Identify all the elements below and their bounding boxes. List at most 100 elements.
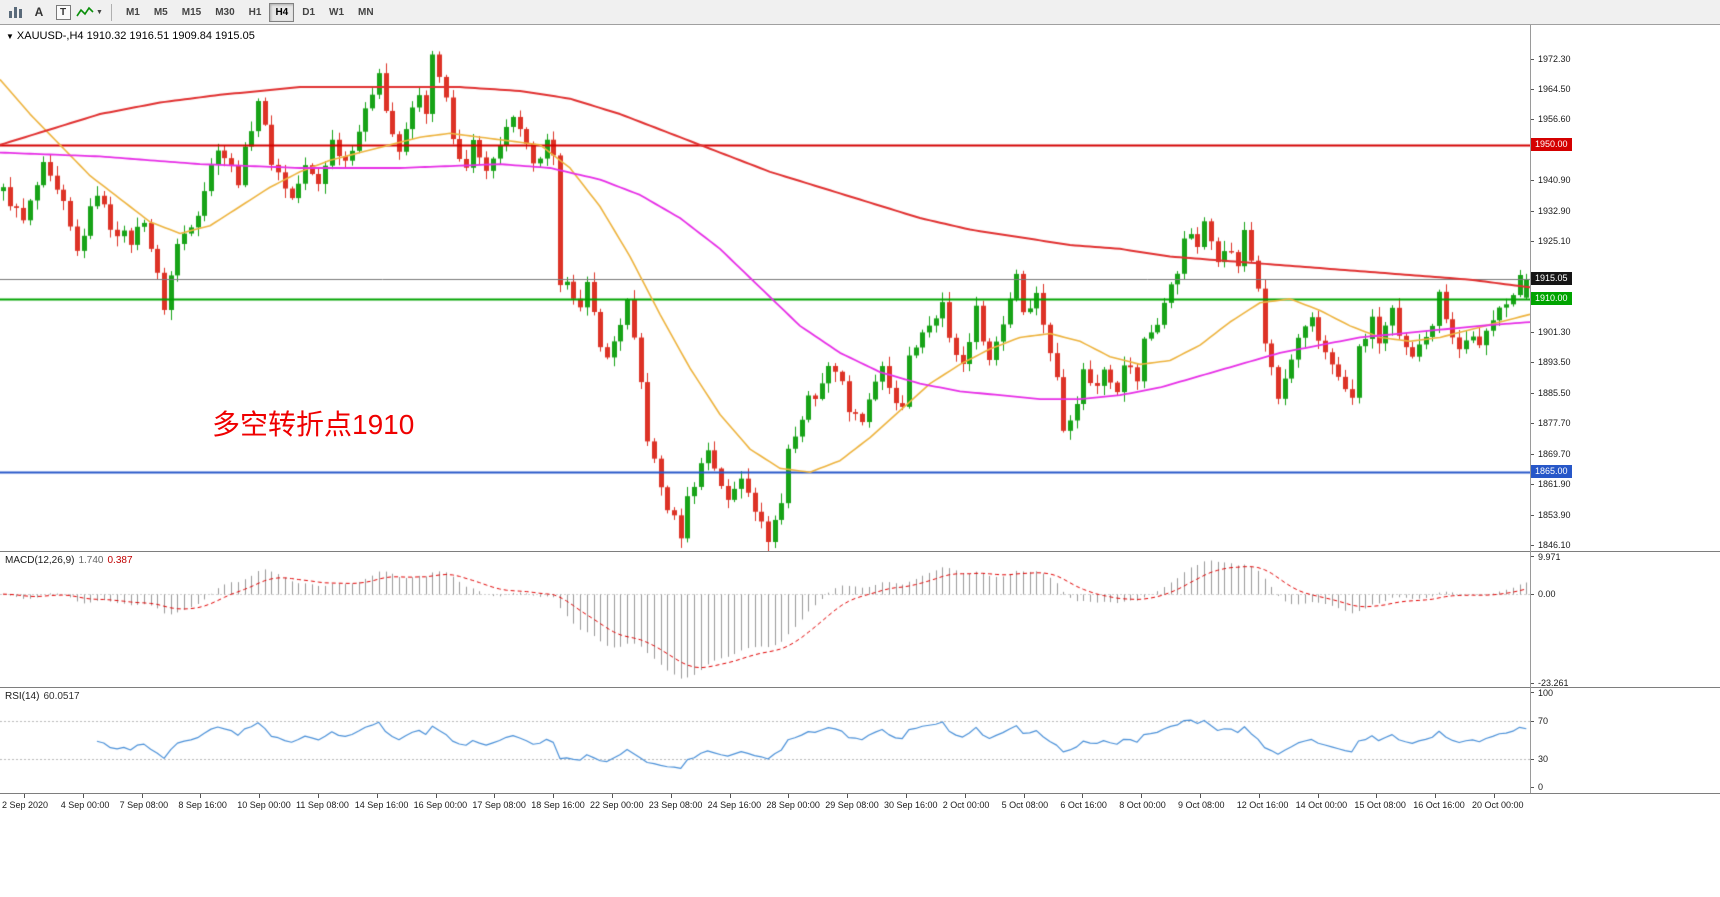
panel-separator[interactable]: [0, 793, 1720, 794]
time-axis-label: 7 Sep 08:00: [119, 800, 169, 810]
timeframe-button-m5[interactable]: M5: [153, 6, 168, 18]
time-axis-tick: [906, 794, 907, 798]
price-scale-label: 1940.90: [1538, 174, 1571, 185]
panel-separator[interactable]: [0, 687, 1720, 688]
time-axis-tick: [24, 794, 25, 798]
timeframe-button-m1[interactable]: M1: [125, 6, 140, 18]
rsi-value: 60.0517: [43, 691, 80, 702]
timeframe-button-m15[interactable]: M15: [181, 6, 202, 18]
price-scale-tick: [1530, 362, 1534, 363]
time-axis-label: 2 Oct 00:00: [942, 800, 990, 810]
time-axis-label: 15 Oct 08:00: [1354, 800, 1406, 810]
timeframe-button-h4[interactable]: H4: [269, 2, 295, 22]
indicator-zigzag-icon: [76, 6, 94, 17]
time-axis-tick: [200, 794, 202, 798]
rsi-canvas[interactable]: [0, 688, 1530, 793]
rsi-scale[interactable]: 100 70 30 0: [1530, 688, 1720, 793]
rsi-scale-tick: [1530, 759, 1534, 760]
time-axis-tick: [259, 794, 261, 798]
main-chart-panel[interactable]: ▼ XAUUSD-,H4 1910.32 1916.51 1909.84 1915…: [0, 25, 1530, 551]
timeframe-button-w1[interactable]: W1: [329, 6, 345, 18]
chevron-down-icon: ▼: [96, 8, 103, 16]
chart-title: ▼ XAUUSD-,H4 1910.32 1916.51 1909.84 1915…: [6, 30, 255, 42]
time-axis-tick: [964, 794, 966, 798]
price-scale-label: 1861.90: [1538, 479, 1571, 490]
time-axis-tick: [670, 794, 672, 798]
rsi-scale-tick: [1530, 692, 1534, 693]
price-scale-label: 1932.90: [1538, 205, 1571, 216]
price-scale-label: 1901.30: [1538, 327, 1571, 338]
price-chart-canvas[interactable]: [0, 25, 1530, 551]
annotation-text: 多空转折点1910: [212, 409, 415, 440]
rsi-scale-tick: [1530, 721, 1534, 722]
macd-value: 1.740: [78, 555, 104, 566]
panel-separator[interactable]: [0, 551, 1720, 552]
scale-border: [1530, 25, 1531, 793]
time-axis-tick: [435, 794, 437, 798]
time-axis-label: 2 Sep 2020: [2, 800, 49, 810]
time-axis-label: 17 Sep 08:00: [472, 800, 526, 810]
price-scale-tick: [1530, 180, 1534, 181]
time-axis-tick: [82, 794, 84, 798]
time-axis-tick: [1082, 794, 1084, 798]
price-scale-tick: [1530, 89, 1534, 90]
time-axis-tick: [1494, 794, 1495, 798]
timeframe-button-m30[interactable]: M30: [215, 6, 235, 18]
time-axis-tick: [553, 794, 555, 798]
macd-scale-label: -23.261: [1538, 677, 1569, 688]
price-tag-1865.00: 1865.00: [1531, 465, 1572, 479]
price-scale[interactable]: 1972.30 1964.50 1956.60 1940.90 1932.90 1925.…: [1530, 25, 1720, 551]
time-axis[interactable]: 2 Sep 2020 4 Sep 00:00 7 Sep 08:00 8 Sep 16…: [0, 794, 1720, 820]
timeframe-button-h1[interactable]: H1: [248, 6, 262, 18]
time-axis-label: 6 Oct 16:00: [1060, 800, 1107, 810]
price-scale-tick: [1530, 59, 1534, 60]
price-tag-1950.00: 1950.00: [1531, 137, 1572, 151]
macd-canvas[interactable]: [0, 552, 1530, 687]
time-axis-label: 4 Sep 00:00: [60, 800, 110, 810]
time-axis-label: 20 Oct 00:00: [1472, 800, 1524, 810]
price-scale-label: 1972.30: [1538, 54, 1571, 64]
time-axis-label: 8 Oct 00:00: [1119, 800, 1166, 810]
price-scale-label: 1893.50: [1538, 357, 1571, 368]
time-axis-label: 5 Oct 08:00: [1001, 800, 1049, 810]
time-axis-label: 30 Sep 16:00: [884, 800, 938, 810]
time-axis-tick: [729, 794, 731, 798]
timeframe-button-mn[interactable]: MN: [358, 6, 374, 18]
symbol-menu-icon[interactable]: ▼: [6, 32, 14, 41]
price-scale-label: 1853.90: [1538, 509, 1571, 520]
time-axis-tick: [1258, 794, 1260, 798]
price-scale-tick: [1530, 454, 1534, 455]
indicators-button[interactable]: ▼: [76, 2, 103, 22]
rsi-panel[interactable]: RSI(14) 60.0517: [0, 688, 1530, 793]
chart-title-text: XAUUSD-,H4 1910.32 1916.51 1909.84 1915.…: [16, 30, 255, 42]
letter-t-icon: T: [55, 4, 71, 20]
macd-scale-label: 0.00: [1538, 589, 1556, 600]
time-axis-label: 16 Oct 16:00: [1413, 800, 1465, 810]
chart-type-button[interactable]: [4, 2, 26, 22]
time-axis-label: 10 Sep 00:00: [237, 800, 291, 810]
time-axis-tick: [788, 794, 790, 798]
text-label-button[interactable]: A: [28, 2, 50, 22]
price-scale-label: 1956.60: [1538, 114, 1571, 125]
time-axis-label: 8 Sep 16:00: [178, 800, 227, 810]
text-tool-button[interactable]: T: [52, 2, 74, 22]
time-axis-label: 29 Sep 08:00: [825, 800, 879, 810]
macd-label: MACD(12,26,9) 1.740 0.387: [5, 555, 133, 566]
time-axis-tick: [141, 794, 143, 798]
macd-name: MACD(12,26,9): [5, 555, 75, 566]
price-scale-tick: [1530, 241, 1534, 242]
time-axis-label: 16 Sep 00:00: [413, 800, 468, 810]
rsi-scale-label: 30: [1538, 753, 1549, 764]
time-axis-tick: [1376, 794, 1378, 798]
macd-scale-label: 9.971: [1538, 552, 1561, 562]
price-scale-label: 1877.70: [1538, 418, 1571, 429]
macd-panel[interactable]: MACD(12,26,9) 1.740 0.387: [0, 552, 1530, 687]
macd-scale[interactable]: 9.971 0.00 -23.261: [1530, 552, 1720, 688]
timeframe-button-d1[interactable]: D1: [302, 6, 316, 18]
time-axis-tick: [376, 794, 378, 798]
price-scale-label: 1964.50: [1538, 84, 1571, 95]
time-axis-label: 14 Sep 16:00: [354, 800, 409, 810]
rsi-name: RSI(14): [5, 691, 40, 702]
price-scale-tick: [1530, 332, 1534, 333]
